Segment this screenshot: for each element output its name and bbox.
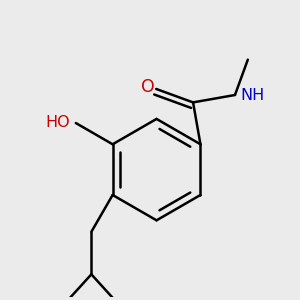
Text: HO: HO bbox=[45, 115, 70, 130]
Text: O: O bbox=[141, 78, 155, 96]
Text: NH: NH bbox=[240, 88, 264, 103]
